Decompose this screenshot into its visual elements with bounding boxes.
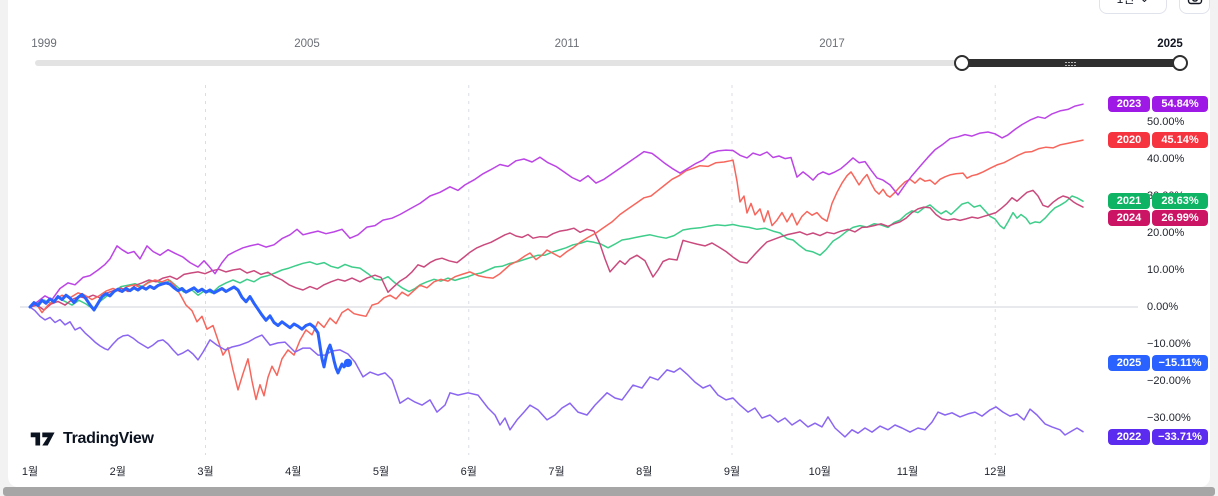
badge-value: −33.71% [1152, 428, 1208, 445]
series-end-dot-2025 [343, 358, 353, 368]
series-line-2020[interactable] [29, 139, 1084, 401]
y-tick-label: 40.00% [1147, 153, 1185, 165]
series-badge-2022: 2022 −33.71% [1108, 428, 1208, 445]
y-tick-label: −10.00% [1147, 338, 1191, 350]
badge-year: 2021 [1108, 193, 1150, 210]
badge-value: 45.14% [1152, 131, 1208, 148]
series-badge-2024: 2024 26.99% [1108, 210, 1208, 227]
grip-dot [1068, 64, 1070, 66]
badge-value: 28.63% [1152, 193, 1208, 210]
grip-dot [1071, 61, 1073, 63]
series-badge-2020: 2020 45.14% [1108, 131, 1208, 148]
y-tick-label: 20.00% [1147, 227, 1185, 239]
month-label: 3월 [197, 466, 214, 478]
timeline-year-label: 2011 [554, 38, 580, 50]
month-label: 9월 [723, 466, 741, 478]
series-line-2024[interactable] [29, 189, 1084, 311]
month-label: 8월 [636, 466, 653, 478]
tradingview-logo: TradingView [30, 430, 154, 448]
y-tick-label: −30.00% [1147, 412, 1191, 424]
badge-value: −15.11% [1152, 354, 1208, 371]
chevron-down-icon: ⌄ [1139, 0, 1149, 5]
month-label: 1월 [21, 466, 39, 478]
badge-year: 2022 [1108, 428, 1150, 445]
grip-dot [1071, 64, 1073, 66]
month-label: 11월 [896, 466, 919, 478]
y-tick-label: 0.00% [1147, 301, 1179, 313]
grip-dot [1065, 61, 1067, 63]
badge-year: 2020 [1108, 131, 1150, 148]
month-label: 7월 [548, 466, 565, 478]
month-label: 10월 [808, 466, 831, 478]
tradingview-logo-text: TradingView [63, 430, 154, 447]
grip-dot [1074, 61, 1076, 63]
y-tick-label: 50.00% [1147, 116, 1185, 128]
timeline-year-label: 2005 [294, 38, 320, 50]
timeline-track[interactable] [35, 60, 1180, 66]
interval-dropdown[interactable]: 1년 ⌄ [1099, 0, 1167, 14]
timeline-year-label: 2017 [819, 38, 845, 50]
grip-dot [1074, 64, 1076, 66]
timeline-drag-grip[interactable] [1065, 61, 1077, 68]
series-badge-2025: 2025 −15.11% [1108, 354, 1208, 371]
series-line-2025[interactable] [28, 281, 350, 375]
grip-dot [1065, 64, 1067, 66]
month-label: 5월 [372, 466, 390, 478]
chart-card [8, 0, 1210, 487]
series-badge-2023: 2023 54.84% [1108, 96, 1208, 113]
series-badge-2021: 2021 28.63% [1108, 193, 1208, 210]
series-line-2022[interactable] [29, 306, 1084, 438]
camera-icon [1187, 0, 1202, 5]
timeline-selected-range[interactable] [962, 59, 1180, 67]
badge-value: 54.84% [1152, 96, 1208, 113]
month-label: 2월 [109, 466, 126, 478]
timeline-year-label: 1999 [31, 38, 57, 50]
timeline-start-handle[interactable] [954, 55, 971, 71]
timeline-end-handle[interactable] [1172, 55, 1188, 71]
timeline-year-label: 2025 [1157, 38, 1183, 50]
window-bottom-edge [3, 487, 1215, 496]
y-tick-label: −20.00% [1147, 375, 1191, 387]
badge-year: 2023 [1108, 96, 1150, 113]
y-tick-label: 10.00% [1147, 264, 1185, 276]
series-line-2023[interactable] [29, 103, 1084, 308]
month-label: 12월 [984, 466, 1007, 478]
month-label: 6월 [460, 466, 477, 478]
badge-year: 2024 [1108, 210, 1150, 227]
camera-button[interactable] [1179, 0, 1210, 14]
badge-value: 26.99% [1152, 210, 1208, 227]
series-line-2021[interactable] [29, 195, 1084, 310]
interval-dropdown-label: 1년 [1117, 0, 1135, 7]
month-label: 4월 [285, 466, 302, 478]
tradingview-mark-icon [30, 432, 55, 446]
badge-year: 2025 [1108, 354, 1150, 371]
grip-dot [1068, 61, 1070, 63]
